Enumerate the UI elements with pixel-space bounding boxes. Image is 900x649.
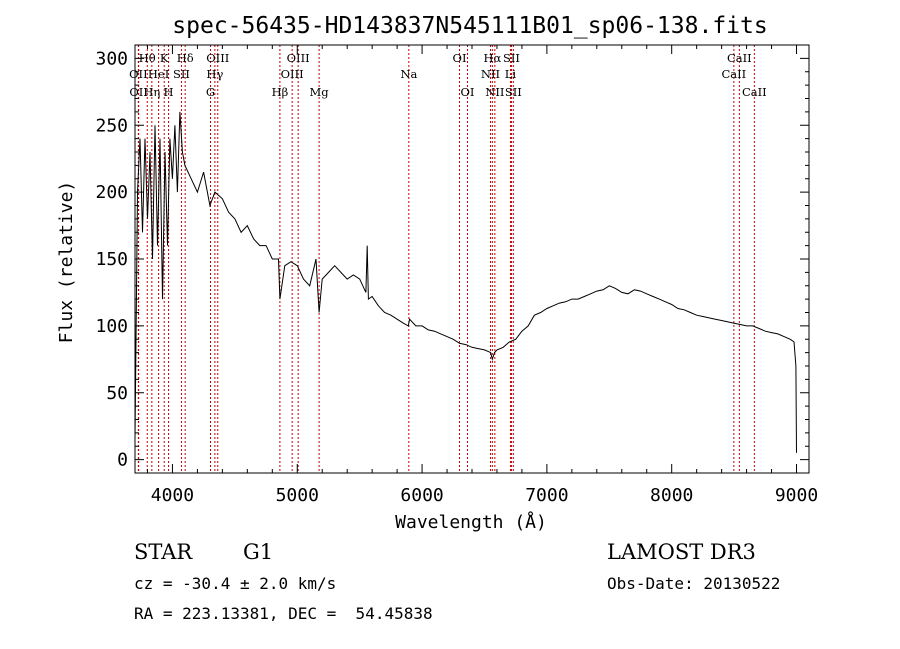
x-tick-label-0: 4000	[151, 485, 194, 506]
line-marker-label-17: OI	[453, 51, 467, 65]
line-marker-label-3: Hη	[143, 85, 160, 99]
line-marker-label-27: CaII	[742, 85, 767, 99]
line-marker-label-11: G	[206, 85, 215, 99]
x-axis-label: Wavelength (Å)	[395, 511, 547, 533]
spectrum-series	[134, 111, 797, 453]
y-tick-label-3: 150	[95, 249, 128, 270]
x-tick-label-4: 8000	[650, 485, 693, 506]
survey-name: LAMOST DR3	[607, 540, 756, 564]
x-tick-label-2: 6000	[400, 485, 443, 506]
plot-frame	[134, 44, 810, 474]
line-marker-label-5: K	[160, 51, 169, 65]
x-tick-label-5: 9000	[775, 485, 818, 506]
line-marker-label-19: NII	[481, 67, 500, 81]
line-marker-label-26: CaII	[727, 51, 752, 65]
y-tick-label-2: 100	[95, 316, 128, 337]
line-marker-label-7: SII	[173, 67, 190, 81]
spectrum-chart: spec-56435-HD143837N545111B01_sp06-138.f…	[56, 13, 818, 533]
line-marker-labels: OII OII Hθ Hη HeI K H SII Hδ OIII Hγ G Hβ OIII OIII Mg N…	[129, 51, 767, 99]
line-marker-label-22: SII	[503, 51, 520, 65]
line-marker-label-8: Hδ	[177, 51, 194, 65]
spectrum-line	[134, 111, 797, 453]
line-marker-label-10: Hγ	[206, 67, 223, 81]
line-marker-label-1: OII	[129, 85, 148, 99]
line-marker-label-12: Hβ	[272, 85, 289, 99]
line-marker-label-18: OI	[461, 85, 475, 99]
y-tick-label-6: 300	[95, 48, 128, 69]
line-marker-label-15: Mg	[310, 85, 330, 99]
line-marker-label-16: Na	[400, 67, 417, 81]
x-tick-label-3: 7000	[525, 485, 568, 506]
line-marker-label-13: OIII	[281, 67, 304, 81]
line-marker-label-20: Hα	[483, 51, 501, 65]
x-tick-label-1: 5000	[276, 485, 319, 506]
coordinates: RA = 223.13381, DEC = 54.45838	[134, 604, 433, 623]
line-marker-label-25: CaII	[721, 67, 746, 81]
line-marker-label-4: HeI	[148, 67, 169, 81]
line-marker-label-21: NII	[485, 85, 504, 99]
y-tick-label-5: 250	[95, 115, 128, 136]
line-marker-label-14: OIII	[287, 51, 310, 65]
line-marker-label-2: Hθ	[139, 51, 156, 65]
chart-title: spec-56435-HD143837N545111B01_sp06-138.f…	[172, 13, 767, 39]
redshift-cz: cz = -30.4 ± 2.0 km/s	[134, 574, 337, 593]
object-subclass: G1	[243, 540, 274, 564]
y-axis-label: Flux (relative)	[56, 181, 77, 344]
line-markers	[137, 45, 755, 473]
y-tick-label-0: 0	[117, 450, 128, 471]
line-marker-label-0: OII	[129, 67, 148, 81]
line-marker-label-24: SII	[505, 85, 522, 99]
y-tick-label-4: 200	[95, 182, 128, 203]
line-marker-label-23: Li	[505, 67, 517, 81]
object-class: STAR	[134, 540, 193, 564]
observation-date: Obs-Date: 20130522	[607, 574, 781, 593]
axes: 4000 5000 6000 7000 8000 9000 0 50 100 150 200 250 3…	[95, 44, 818, 506]
y-tick-label-1: 50	[106, 383, 128, 404]
line-marker-label-6: H	[164, 85, 174, 99]
line-marker-label-9: OIII	[206, 51, 229, 65]
